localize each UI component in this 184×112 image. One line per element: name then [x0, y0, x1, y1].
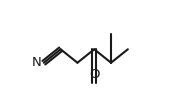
Text: N: N — [32, 56, 42, 69]
Text: O: O — [89, 68, 100, 81]
